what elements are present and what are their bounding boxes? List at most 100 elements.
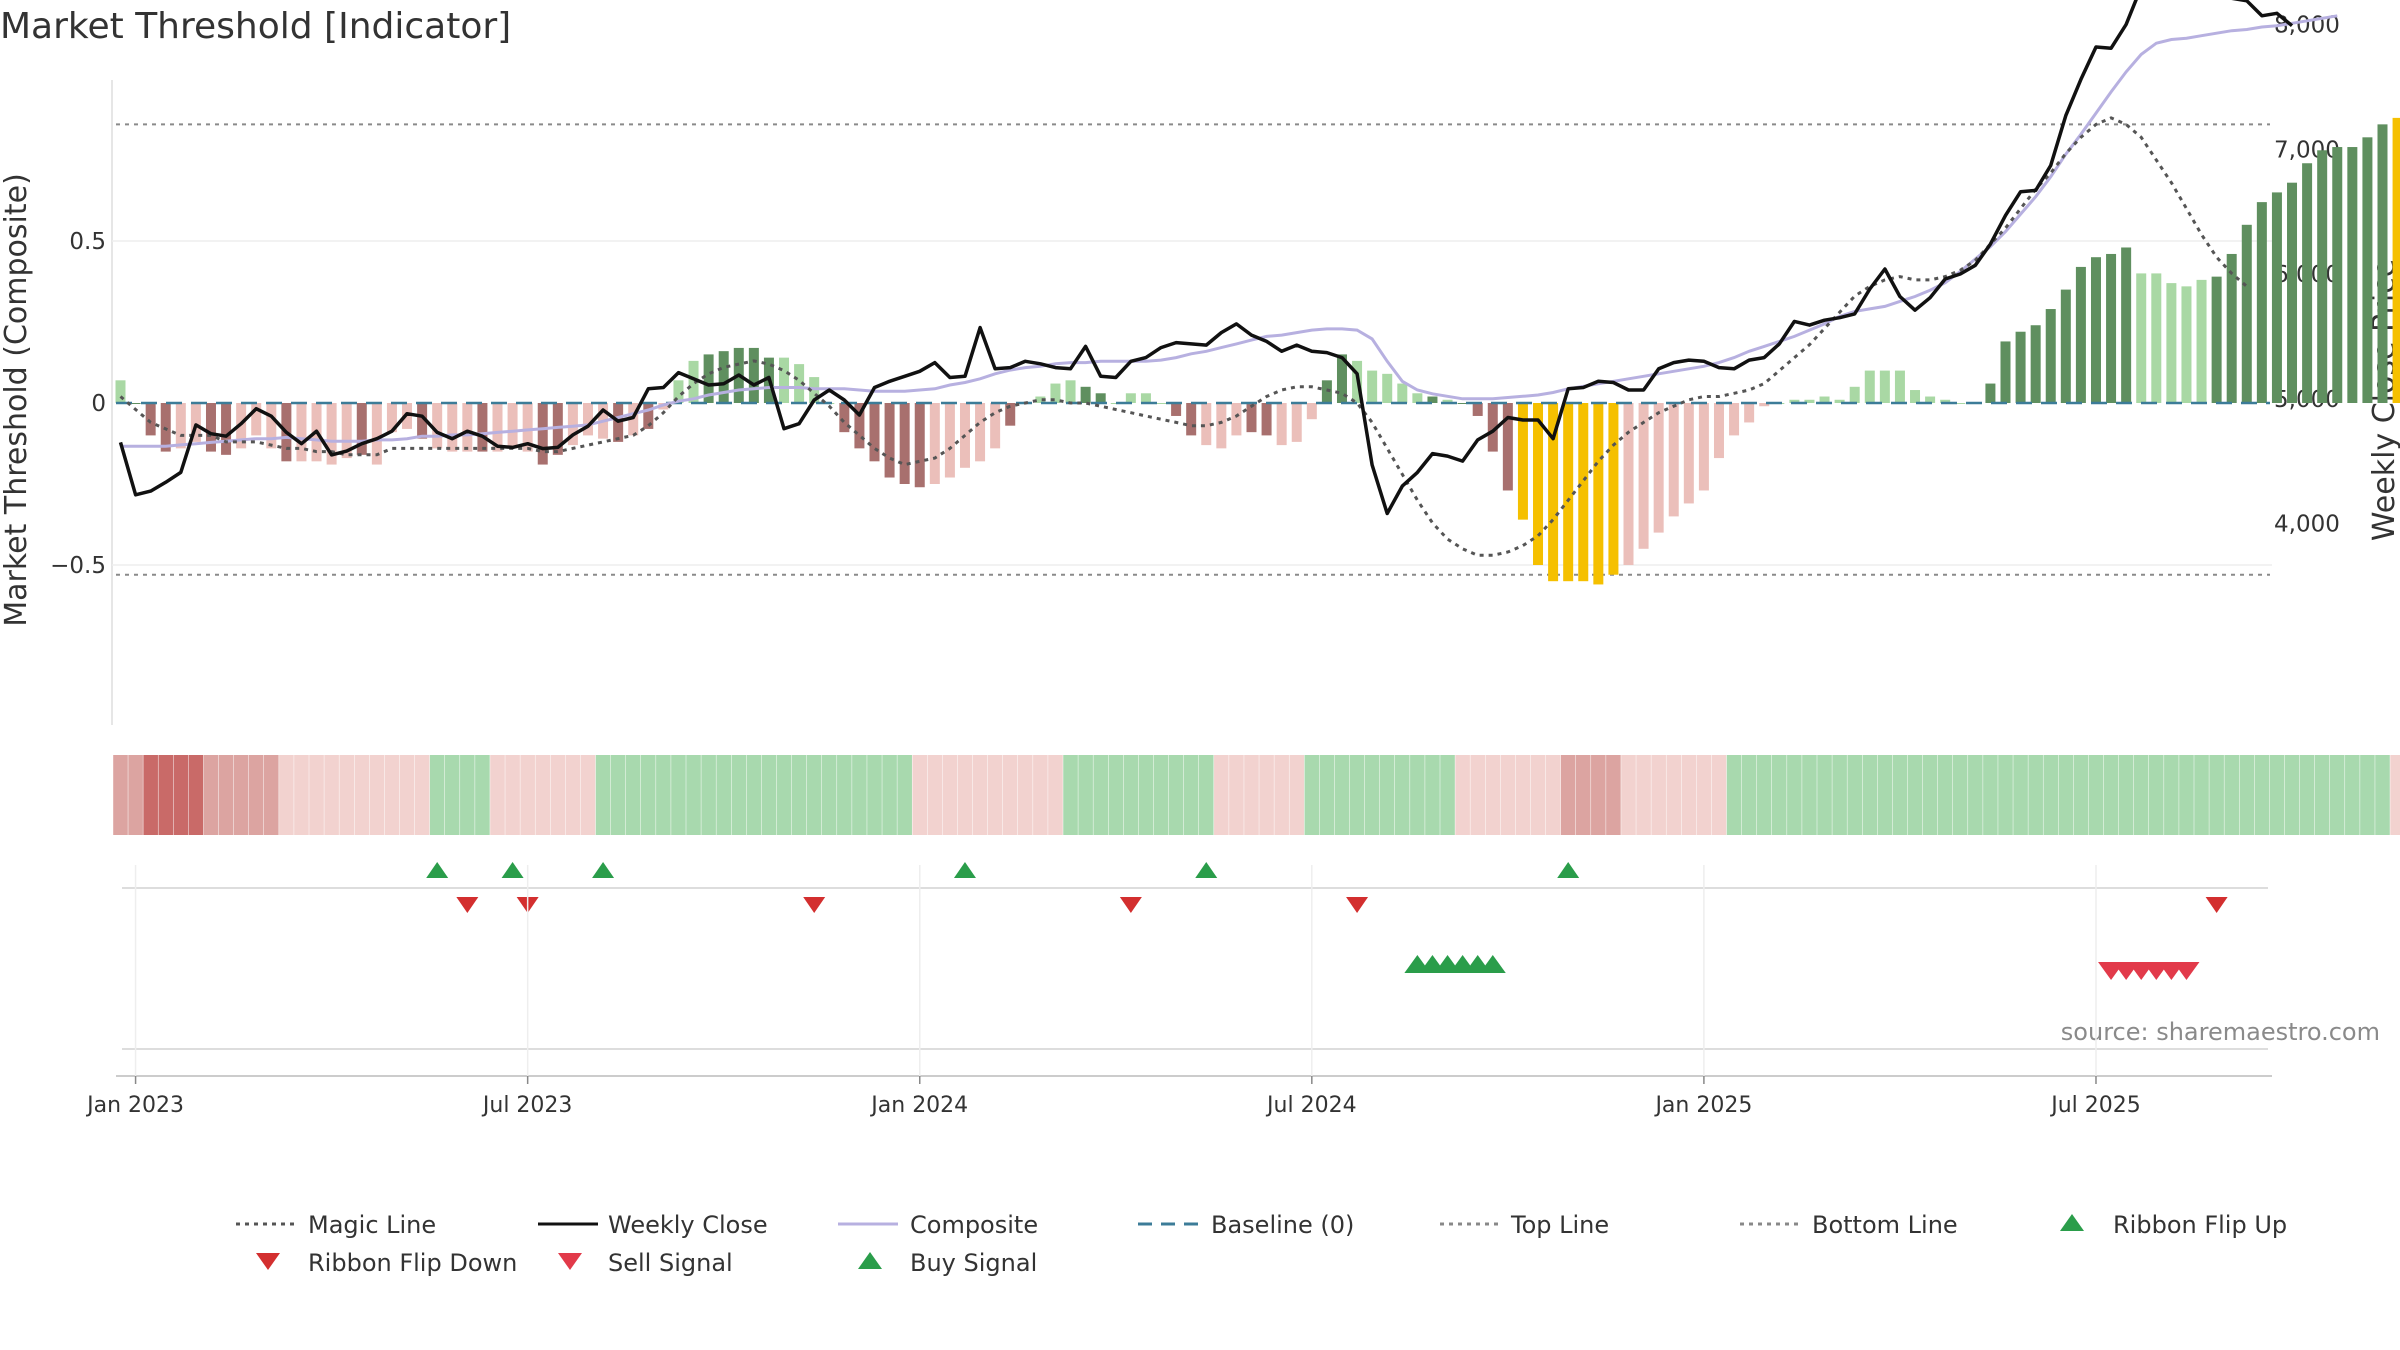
ribbon-cell xyxy=(2329,755,2345,835)
ribbon-flip-up-marker xyxy=(953,862,976,878)
ribbon-cell xyxy=(2360,755,2375,835)
composite-bar xyxy=(1487,403,1498,452)
ribbon-cell xyxy=(1968,755,1983,835)
ribbon-cell xyxy=(535,755,551,835)
ribbon-cell xyxy=(1395,755,1410,835)
ribbon-cell xyxy=(1002,755,1018,835)
composite-bar xyxy=(2317,150,2328,403)
x-tick-label: Jul 2023 xyxy=(481,1093,573,1118)
composite-bar xyxy=(703,354,714,403)
composite-bar xyxy=(582,403,593,436)
composite-bar xyxy=(1186,403,1197,436)
composite-bar xyxy=(2196,279,2207,403)
ribbon-cell xyxy=(1078,755,1093,835)
ribbon-cell xyxy=(1862,755,1878,835)
ribbon-cell xyxy=(188,755,204,835)
composite-bar xyxy=(914,403,925,488)
composite-bar xyxy=(990,403,1001,449)
composite-bar xyxy=(1502,403,1513,491)
composite-bar xyxy=(1412,393,1423,403)
ribbon-cell xyxy=(324,755,339,835)
ribbon-cell xyxy=(1560,755,1576,835)
composite-bar xyxy=(2271,192,2282,403)
x-tick-label: Jul 2024 xyxy=(1265,1093,1357,1118)
legend-label: Bottom Line xyxy=(1812,1211,1958,1239)
composite-bar xyxy=(1367,370,1378,403)
composite-bar xyxy=(1005,403,1016,426)
ribbon-cell xyxy=(1093,755,1108,835)
composite-bar xyxy=(1216,403,1227,449)
legend-label: Sell Signal xyxy=(608,1249,733,1277)
ribbon-cell xyxy=(2269,755,2285,835)
composite-bar xyxy=(1201,403,1212,446)
ribbon-cell xyxy=(1274,755,1289,835)
ribbon-cell xyxy=(1726,755,1742,835)
ribbon-cell xyxy=(972,755,988,835)
composite-bar xyxy=(1759,403,1770,407)
sell-signal-marker xyxy=(2173,962,2200,980)
ribbon-cell xyxy=(686,755,701,835)
ribbon-cell xyxy=(1666,755,1682,835)
composite-bar xyxy=(522,403,533,452)
ribbon-cell xyxy=(1651,755,1666,835)
legend-swatch-10 xyxy=(858,1252,882,1269)
composite-bar xyxy=(251,403,262,436)
ribbon-cell xyxy=(1515,755,1531,835)
ribbon-cell xyxy=(294,755,309,835)
ribbon-cell xyxy=(731,755,747,835)
ribbon-flip-up-marker xyxy=(1195,862,1218,878)
composite-bar xyxy=(1729,403,1740,436)
ribbon-cell xyxy=(2345,755,2360,835)
ribbon-cell xyxy=(957,755,973,835)
composite-bar xyxy=(2060,289,2071,403)
weekly-close-line xyxy=(118,0,2294,516)
composite-bar xyxy=(2211,276,2222,403)
ribbon-cell xyxy=(2149,755,2164,835)
composite-bar xyxy=(1864,370,1875,403)
ribbon-cell xyxy=(1063,755,1078,835)
composite-bar xyxy=(175,403,186,449)
composite-bar xyxy=(1276,403,1287,446)
composite-bar xyxy=(552,403,563,455)
composite-bar xyxy=(1035,396,1046,403)
composite-bar xyxy=(688,360,699,403)
ribbon-cell xyxy=(264,755,279,835)
composite-bar xyxy=(492,403,503,452)
ribbon-flip-down-marker xyxy=(803,897,826,913)
composite-bar xyxy=(1698,403,1709,491)
ribbon-cell xyxy=(1756,755,1772,835)
ribbon-cell xyxy=(852,755,867,835)
ribbon-cell xyxy=(1832,755,1847,835)
ribbon-cell xyxy=(2239,755,2255,835)
ribbon-cell xyxy=(912,755,928,835)
composite-bar xyxy=(1668,403,1679,517)
ribbon-cell xyxy=(1470,755,1485,835)
composite-bar xyxy=(1110,403,1121,404)
ribbon-cell xyxy=(2073,755,2089,835)
composite-bar xyxy=(432,403,443,449)
ribbon-flip-down-marker xyxy=(1119,897,1142,913)
legend-label: Composite xyxy=(910,1211,1038,1239)
ribbon-cell xyxy=(1530,755,1546,835)
ribbon-cell xyxy=(701,755,716,835)
ribbon-cell xyxy=(1500,755,1516,835)
composite-bar xyxy=(2226,253,2237,403)
composite-bar xyxy=(2015,331,2026,403)
composite-bar xyxy=(2030,325,2041,403)
composite-bar xyxy=(1050,383,1061,403)
composite-bar xyxy=(1849,386,1860,403)
ribbon-cell xyxy=(927,755,943,835)
ribbon-cell xyxy=(143,755,158,835)
ribbon-cell xyxy=(203,755,219,835)
composite-bar xyxy=(462,403,473,452)
ribbon-cell xyxy=(1229,755,1244,835)
ribbon-cell xyxy=(1123,755,1139,835)
ribbon-cell xyxy=(867,755,882,835)
composite-bar xyxy=(1713,403,1724,459)
composite-bar xyxy=(718,351,729,403)
composite-bar xyxy=(869,403,880,462)
ribbon-cell xyxy=(520,755,535,835)
ribbon-cell xyxy=(761,755,777,835)
ribbon-cell xyxy=(2209,755,2224,835)
